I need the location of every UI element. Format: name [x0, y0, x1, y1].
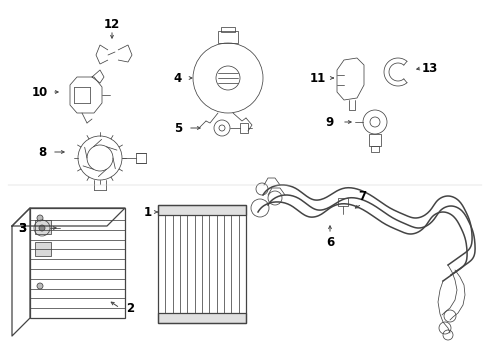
Text: 1: 1 [144, 206, 152, 219]
Text: 3: 3 [18, 221, 26, 234]
Text: 3: 3 [18, 221, 26, 234]
Bar [35, 220, 51, 234]
Text: 12: 12 [104, 18, 120, 31]
Bar [369, 134, 381, 146]
Circle shape [39, 225, 45, 231]
Text: 2: 2 [126, 302, 134, 315]
Bar [158, 205, 246, 215]
Bar [158, 205, 246, 323]
Bar [371, 146, 379, 152]
Text: 4: 4 [174, 72, 182, 85]
Bar [30, 208, 125, 318]
Bar [136, 153, 146, 163]
Text: 11: 11 [310, 72, 326, 85]
Text: 7: 7 [358, 189, 366, 202]
Bar [158, 313, 246, 323]
Circle shape [37, 215, 43, 221]
Text: 6: 6 [326, 235, 334, 248]
Text: 9: 9 [326, 116, 334, 129]
Text: 13: 13 [422, 62, 438, 75]
Bar [35, 242, 51, 256]
Bar [218, 31, 238, 43]
Bar [240, 123, 248, 133]
Bar [221, 27, 235, 32]
Text: 5: 5 [174, 122, 182, 135]
Circle shape [37, 283, 43, 289]
Text: 10: 10 [32, 86, 48, 99]
Text: 8: 8 [38, 145, 46, 158]
Bar [338, 198, 348, 206]
